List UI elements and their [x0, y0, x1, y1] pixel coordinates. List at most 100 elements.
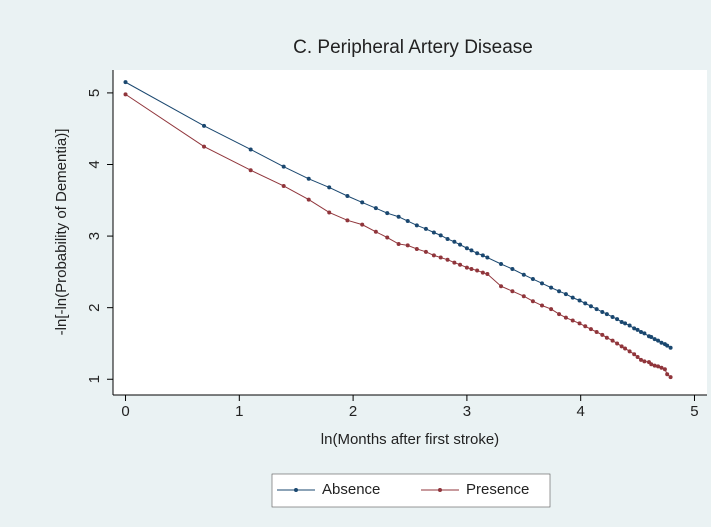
point [464, 265, 469, 270]
point [594, 307, 599, 312]
point [577, 298, 582, 303]
point [662, 367, 667, 372]
point [281, 164, 286, 169]
legend-label: Presence [466, 481, 529, 498]
point [202, 123, 207, 128]
point [345, 218, 350, 223]
chart-title: C. Peripheral Artery Disease [293, 37, 533, 58]
legend-marker [438, 488, 442, 492]
point [615, 317, 620, 322]
point [563, 292, 568, 297]
point [623, 346, 628, 351]
point [600, 332, 605, 337]
point [445, 236, 450, 241]
point [385, 211, 390, 216]
point [510, 289, 515, 294]
point [549, 307, 554, 312]
point [248, 147, 253, 152]
point [639, 330, 643, 335]
y-tick-label: 5 [86, 89, 103, 97]
point [360, 200, 365, 205]
point [438, 233, 443, 238]
point [480, 253, 485, 258]
point [499, 284, 504, 289]
point [499, 261, 504, 266]
point [557, 312, 562, 317]
point [652, 337, 657, 342]
legend [271, 473, 551, 508]
point [480, 270, 485, 275]
point [385, 235, 390, 240]
point [510, 267, 515, 272]
point [327, 185, 332, 190]
point [659, 340, 664, 345]
point [306, 197, 311, 202]
point [423, 226, 428, 231]
point [570, 295, 575, 300]
point [668, 345, 673, 350]
x-tick-label: 2 [349, 403, 357, 420]
point [452, 239, 457, 244]
point [445, 257, 450, 262]
point [563, 315, 568, 320]
point [123, 92, 128, 97]
point [396, 241, 401, 246]
point [373, 206, 378, 211]
point [530, 299, 535, 304]
point [639, 357, 643, 362]
point [583, 324, 588, 329]
x-axis-label: ln(Months after first stroke) [321, 431, 499, 448]
point [610, 338, 615, 343]
point [588, 304, 593, 309]
point [635, 355, 640, 360]
point [656, 364, 661, 369]
point [123, 80, 128, 85]
point [594, 330, 599, 335]
point [600, 309, 605, 314]
point [414, 246, 419, 251]
point [665, 343, 670, 348]
x-tick-label: 5 [690, 403, 698, 420]
point [577, 321, 582, 326]
point [615, 341, 620, 346]
point [619, 344, 624, 349]
point [360, 222, 365, 227]
point [431, 253, 436, 258]
point [610, 314, 615, 319]
point [248, 168, 253, 173]
point [604, 335, 609, 340]
point [281, 183, 286, 188]
point [530, 277, 535, 282]
point [438, 255, 443, 260]
x-tick-label: 1 [235, 403, 243, 420]
point [642, 331, 647, 336]
point [469, 248, 474, 253]
y-tick-label: 3 [86, 232, 103, 240]
point [464, 246, 469, 251]
point [423, 249, 428, 254]
point [642, 359, 647, 364]
x-tick-label: 0 [121, 403, 129, 420]
point [623, 321, 628, 326]
point [632, 352, 637, 357]
point [202, 144, 207, 149]
point [452, 260, 457, 265]
point [549, 285, 554, 290]
point [652, 363, 657, 368]
point [306, 176, 311, 181]
point [475, 251, 480, 256]
point [373, 229, 378, 234]
point [570, 318, 575, 323]
point [458, 242, 463, 247]
point [627, 349, 632, 354]
point [668, 375, 673, 380]
point [521, 272, 526, 277]
y-axis-label: -ln[-ln(Probability of Dementia)] [53, 129, 70, 336]
y-tick-label: 1 [86, 375, 103, 383]
x-tick-label: 4 [577, 403, 585, 420]
point [588, 327, 593, 332]
point [327, 210, 332, 215]
point [557, 289, 562, 294]
point [469, 267, 474, 272]
